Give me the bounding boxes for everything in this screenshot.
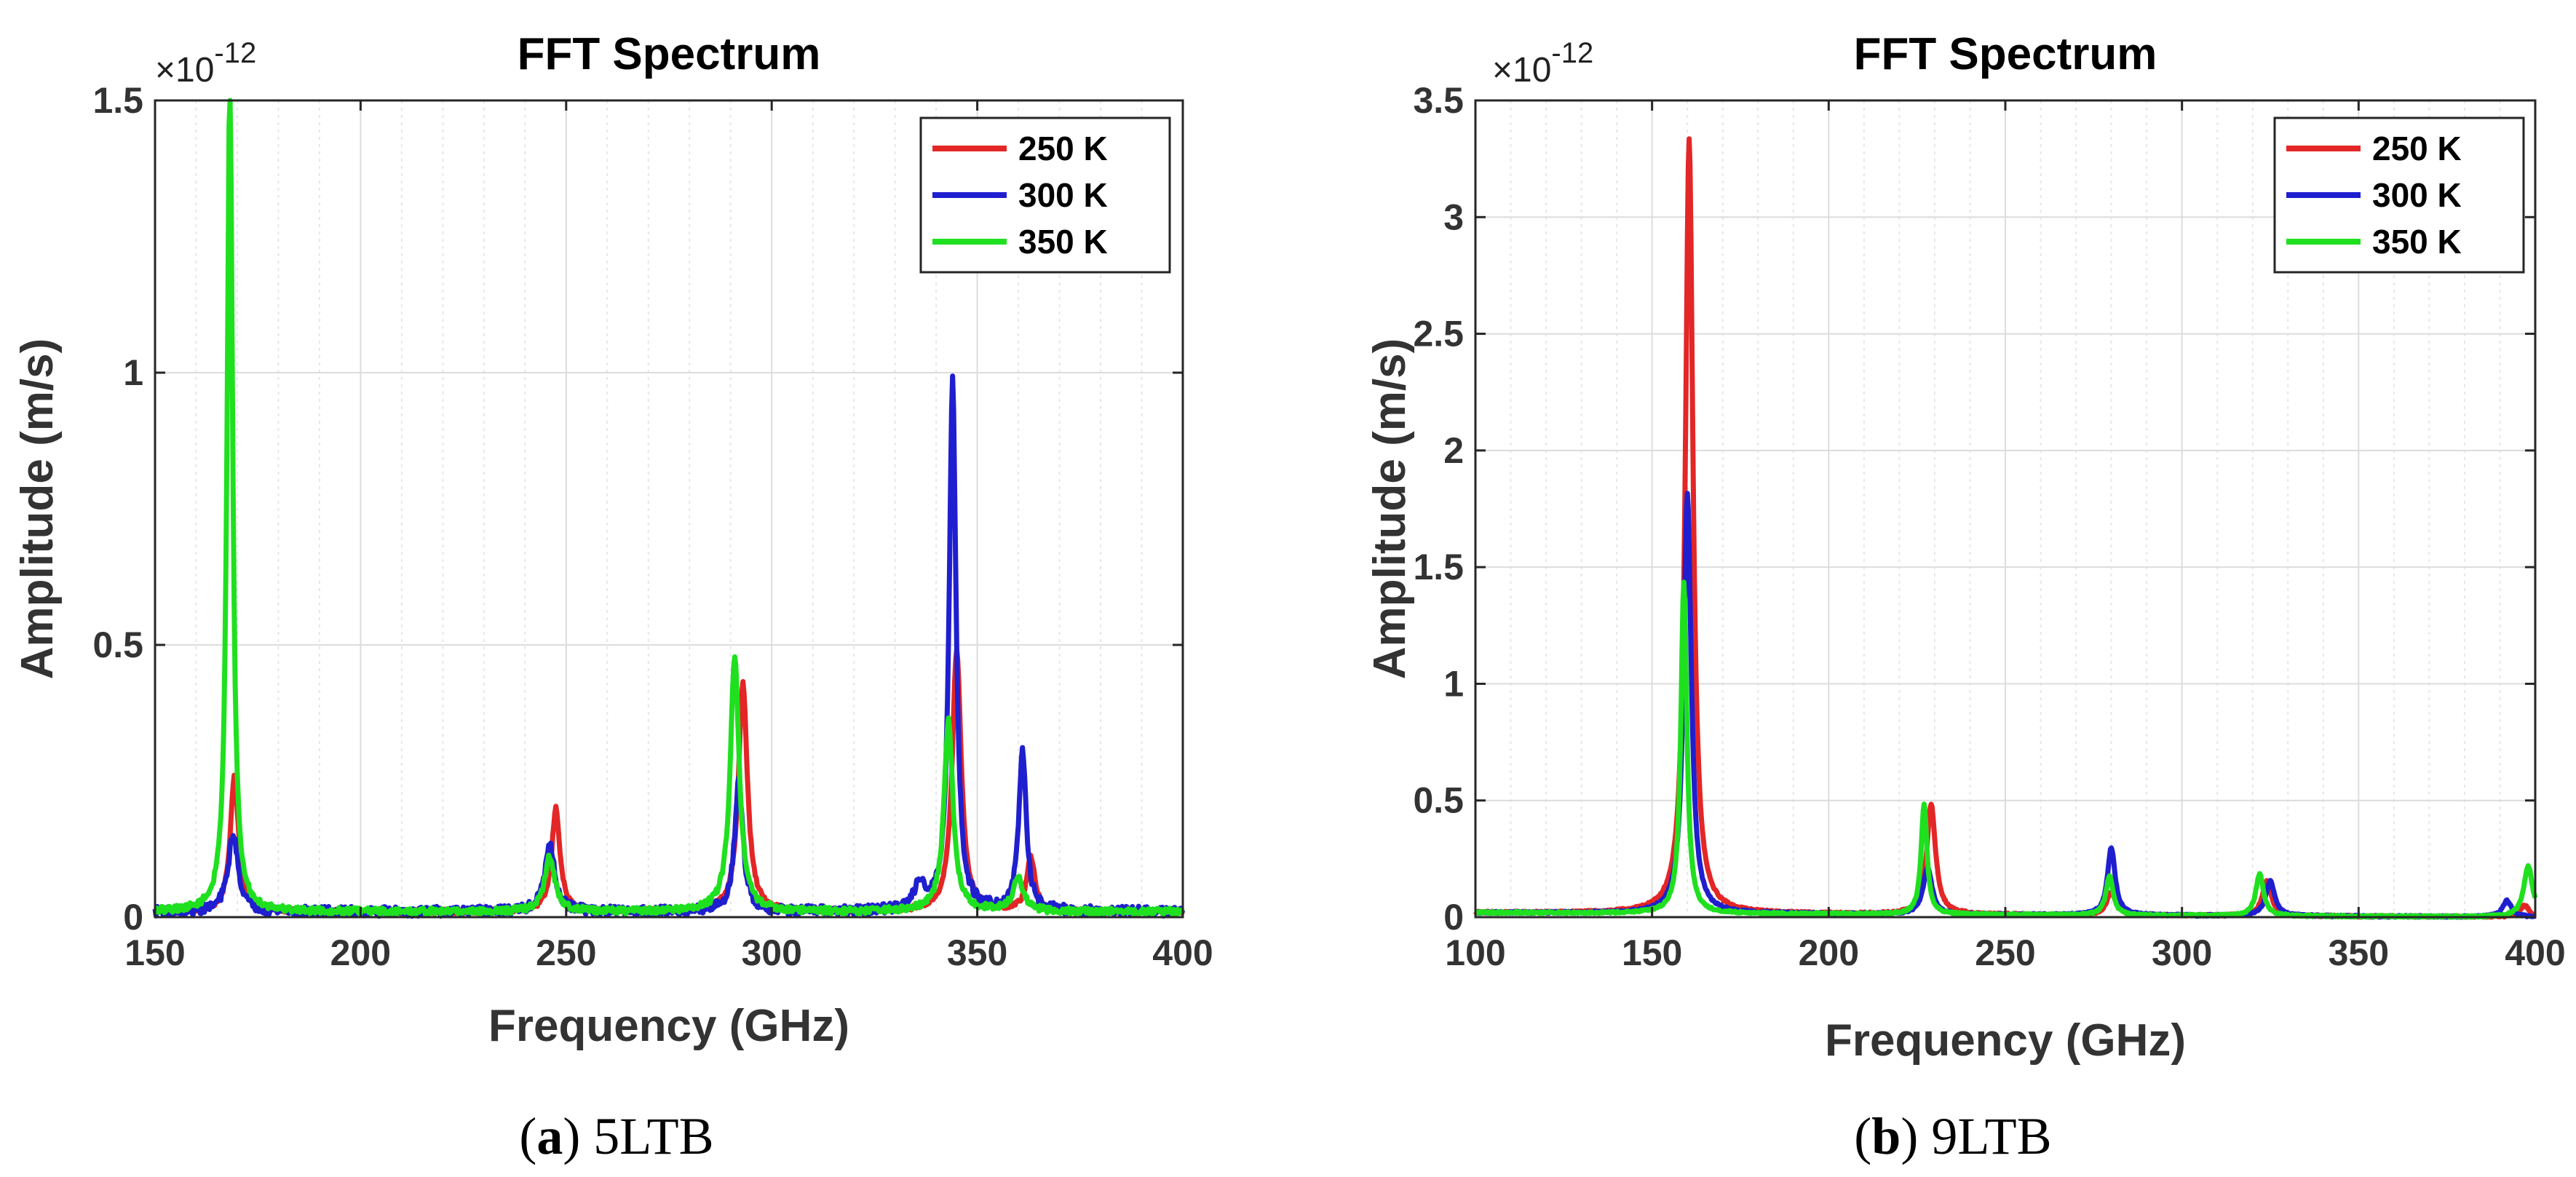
- chart-title-b: FFT Spectrum: [1854, 29, 2157, 79]
- x-tick-label: 200: [330, 932, 391, 973]
- y-tick-label: 1: [1443, 663, 1464, 704]
- x-tick-label: 300: [741, 932, 801, 973]
- legend-label: 300 K: [1018, 176, 1108, 214]
- x-tick-label: 400: [2505, 932, 2565, 973]
- ticks-a: 150 200 250 300 350 400 0 0.5 1 1.5: [92, 80, 1213, 973]
- series-line-350k: [153, 98, 1185, 918]
- caption-b: (b) 9LTB: [1854, 1107, 2051, 1165]
- legend-b: 250 K 300 K 350 K: [2273, 116, 2525, 274]
- x-axis-label-a: Frequency (GHz): [488, 1001, 849, 1051]
- x-tick-label: 150: [124, 932, 185, 973]
- y-tick-label: 3.5: [1413, 80, 1464, 121]
- legend-label: 250 K: [2372, 130, 2462, 167]
- y-tick-label: 1: [123, 352, 143, 393]
- grid-a: [155, 100, 1183, 917]
- y-tick-label: 0: [123, 897, 143, 938]
- x-tick-label: 350: [947, 932, 1007, 973]
- legend-a: 250 K 300 K 350 K: [919, 116, 1171, 274]
- y-tick-label: 1.5: [1413, 547, 1464, 587]
- legend-label: 250 K: [1018, 130, 1108, 167]
- y-tick-label: 1.5: [92, 80, 143, 121]
- exponent-label-b: ×10-12: [1492, 37, 1593, 90]
- y-axis-label-b: Amplitude (m/s): [1365, 338, 1415, 679]
- y-tick-label: 0: [1443, 897, 1464, 938]
- x-axis-label-b: Frequency (GHz): [1825, 1015, 2186, 1066]
- ticks-b: 100 150 200 250 300 350 400 0 0.5 1 1.5 2 2.5 3 3.5: [1413, 80, 2565, 973]
- series-layer-a: [152, 98, 1186, 919]
- chart-title-a: FFT Spectrum: [518, 29, 821, 79]
- legend-label: 350 K: [1018, 223, 1108, 261]
- legend-label: 350 K: [2372, 223, 2462, 261]
- chart-panel-b: 100 150 200 250 300 350 400 0 0.5 1 1.5 2 2.5 3 3.5 FF…: [1365, 29, 2566, 1165]
- y-tick-label: 3: [1443, 197, 1464, 237]
- y-tick-label: 0.5: [1413, 780, 1464, 821]
- y-tick-label: 2.5: [1413, 314, 1464, 354]
- x-tick-label: 400: [1152, 932, 1213, 973]
- x-tick-label: 100: [1445, 932, 1505, 973]
- grid-b: [1475, 100, 2535, 917]
- x-tick-label: 250: [1975, 932, 2035, 973]
- legend-label: 300 K: [2372, 176, 2462, 214]
- plot-frame-a: [154, 99, 1184, 919]
- x-tick-label: 350: [2329, 932, 2389, 973]
- x-tick-label: 300: [2152, 932, 2212, 973]
- x-tick-label: 250: [536, 932, 596, 973]
- y-axis-label-a: Amplitude (m/s): [12, 338, 63, 679]
- y-tick-label: 0.5: [92, 625, 143, 665]
- caption-a: (a) 5LTB: [519, 1107, 713, 1165]
- x-tick-label: 150: [1622, 932, 1682, 973]
- x-tick-label: 200: [1799, 932, 1859, 973]
- y-tick-label: 2: [1443, 430, 1464, 471]
- exponent-label-a: ×10-12: [155, 37, 256, 90]
